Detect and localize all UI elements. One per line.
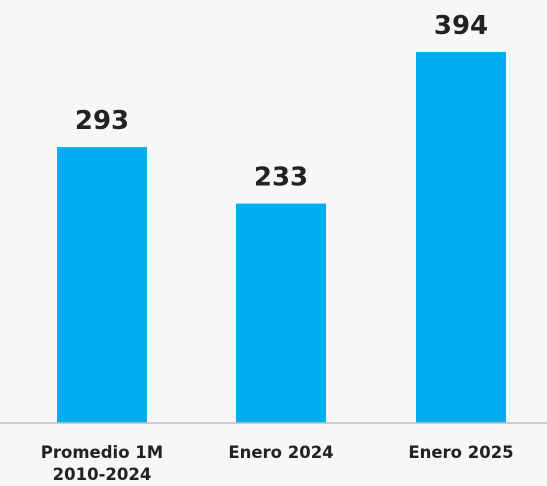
bar-2 xyxy=(416,52,506,423)
value-labels-group: 293 233 394 xyxy=(75,11,488,193)
category-label-2: Enero 2025 xyxy=(408,443,513,462)
bar-0 xyxy=(57,147,147,423)
bars-group xyxy=(57,52,506,423)
category-label-0-line-0: Promedio 1M xyxy=(41,443,163,462)
category-labels-group: Promedio 1M 2010-2024 Enero 2024 Enero 2025 xyxy=(41,443,514,484)
category-label-0-line-1: 2010-2024 xyxy=(53,465,152,484)
value-label-0: 293 xyxy=(75,106,129,136)
category-label-1: Enero 2024 xyxy=(228,443,333,462)
value-label-2: 394 xyxy=(434,11,488,41)
bar-1 xyxy=(236,203,326,423)
value-label-1: 233 xyxy=(254,163,308,193)
